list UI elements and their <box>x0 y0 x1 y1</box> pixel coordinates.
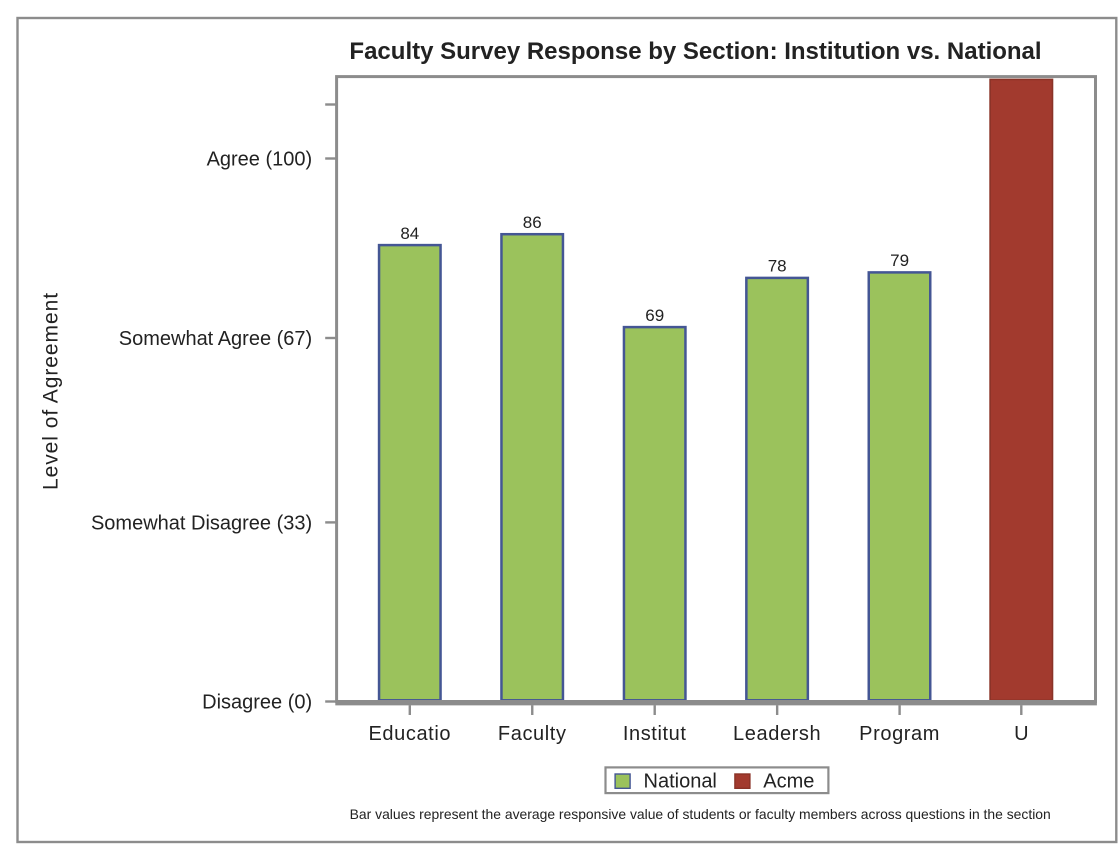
svg-text:Educatio: Educatio <box>368 723 451 745</box>
svg-text:79: 79 <box>890 251 909 270</box>
svg-text:78: 78 <box>768 257 787 276</box>
svg-text:U: U <box>1014 723 1029 745</box>
svg-text:Bar values represent the avera: Bar values represent the average respons… <box>350 806 1051 822</box>
svg-text:69: 69 <box>645 306 664 325</box>
svg-text:Leadersh: Leadersh <box>733 723 821 745</box>
svg-text:Faculty: Faculty <box>498 723 567 745</box>
svg-text:86: 86 <box>523 213 542 232</box>
svg-text:Faculty Survey Response by Sec: Faculty Survey Response by Section: Inst… <box>349 38 1041 65</box>
svg-text:84: 84 <box>400 224 419 243</box>
svg-text:Disagree (0): Disagree (0) <box>202 692 312 714</box>
svg-text:Institut: Institut <box>623 723 687 745</box>
svg-text:Agree (100): Agree (100) <box>207 149 313 171</box>
svg-text:National: National <box>644 771 717 793</box>
svg-text:Acme: Acme <box>763 771 814 793</box>
svg-text:Level of Agreement: Level of Agreement <box>40 292 63 490</box>
svg-text:Somewhat Agree (67): Somewhat Agree (67) <box>119 328 312 350</box>
svg-text:Somewhat Disagree (33): Somewhat Disagree (33) <box>91 512 312 534</box>
svg-text:Program: Program <box>859 723 940 745</box>
